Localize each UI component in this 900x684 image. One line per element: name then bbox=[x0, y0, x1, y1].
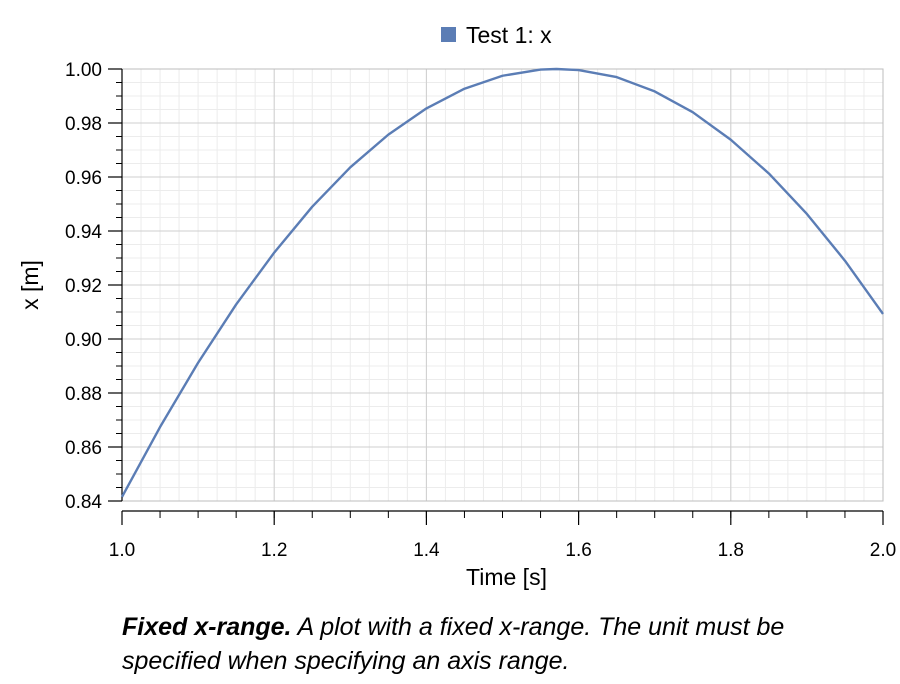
figure-caption: Fixed x-range. A plot with a fixed x-ran… bbox=[122, 610, 862, 678]
caption-text: A plot with a fixed x-range. The unit mu… bbox=[122, 613, 785, 675]
y-tick-label: 0.92 bbox=[65, 276, 102, 297]
x-axis-label: Time [s] bbox=[466, 564, 547, 590]
series-line bbox=[120, 67, 884, 498]
y-axis-label: x [m] bbox=[17, 260, 43, 310]
line-chart: 0.84 0.86 0.88 0.90 0.92 0.94 0.96 0.98 1.00 1.0 1… bbox=[17, 22, 896, 590]
x-tick-label: 1.8 bbox=[718, 540, 744, 561]
x-tick-label: 1.0 bbox=[109, 540, 135, 561]
y-tick-label: 0.94 bbox=[65, 222, 102, 243]
caption-title: Fixed x-range. bbox=[122, 613, 292, 641]
x-tick-label: 1.4 bbox=[413, 540, 440, 561]
y-tick-label: 0.96 bbox=[65, 168, 102, 189]
x-tick-label: 1.2 bbox=[261, 540, 287, 561]
y-tick-label: 0.86 bbox=[65, 438, 102, 459]
y-tick-label: 0.90 bbox=[65, 330, 102, 351]
chart-figure: 0.84 0.86 0.88 0.90 0.92 0.94 0.96 0.98 1.00 1.0 1… bbox=[17, 22, 896, 590]
y-tick-label: 0.84 bbox=[65, 492, 102, 513]
x-tick-label: 2.0 bbox=[870, 540, 896, 561]
y-tick-label: 0.98 bbox=[65, 114, 102, 135]
x-tick-label: 1.6 bbox=[565, 540, 591, 561]
y-tick-label: 1.00 bbox=[65, 60, 102, 81]
legend-label: Test 1: x bbox=[466, 22, 552, 48]
legend-swatch bbox=[441, 27, 456, 42]
y-tick-label: 0.88 bbox=[65, 384, 102, 405]
